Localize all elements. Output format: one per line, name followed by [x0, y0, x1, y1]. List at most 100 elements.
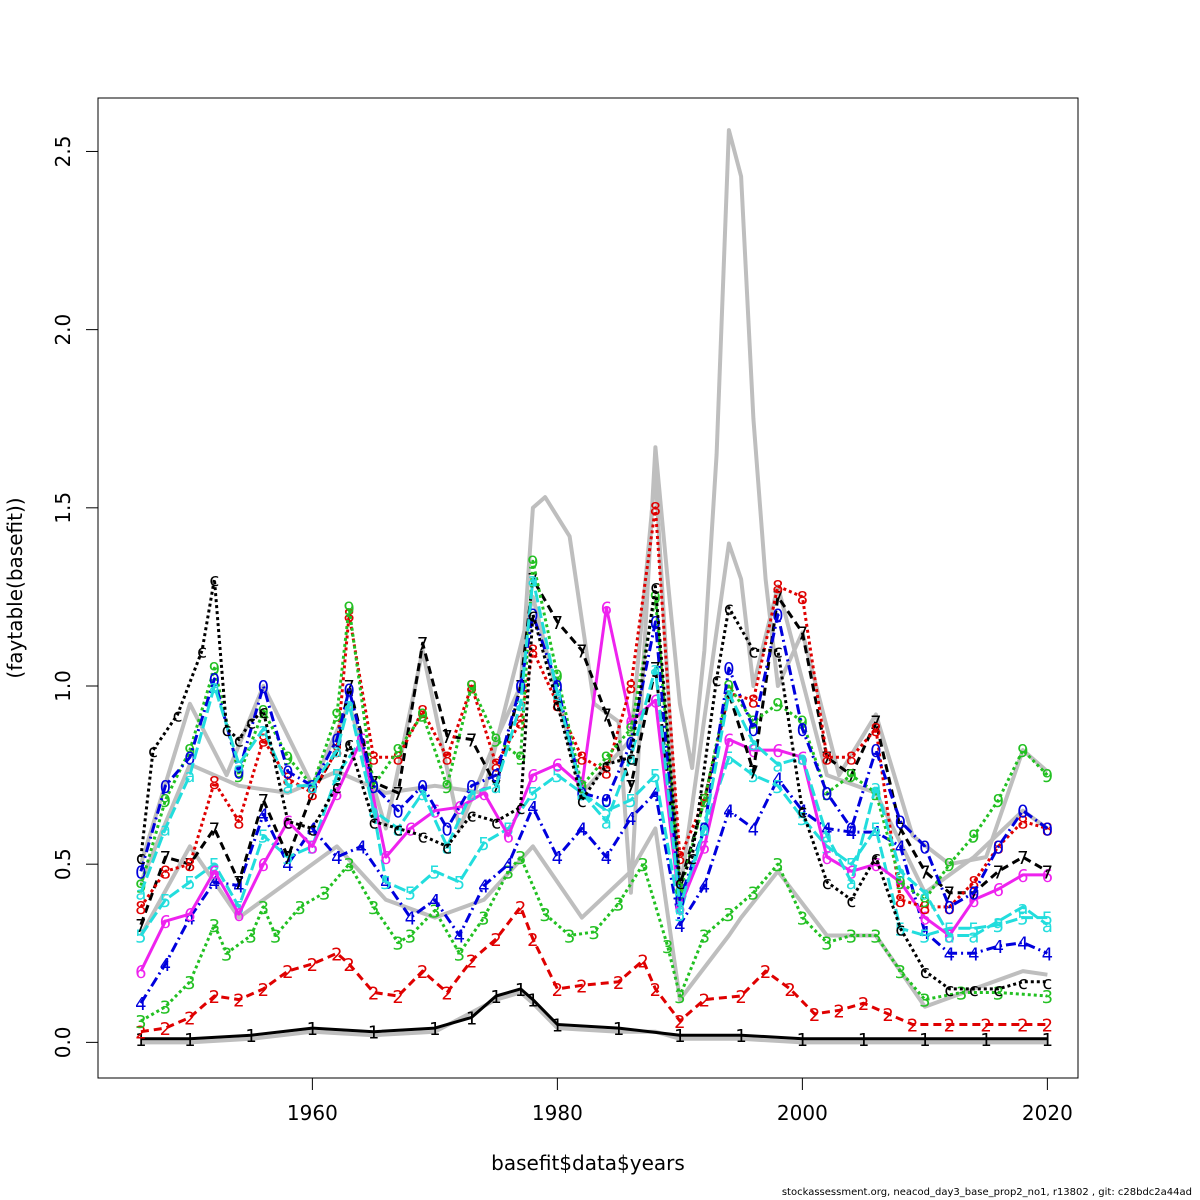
point-label: 3	[723, 905, 734, 926]
point-label: 2	[307, 955, 318, 976]
point-label: c	[369, 812, 379, 833]
x-tick-label: 1980	[532, 1101, 583, 1125]
point-label: 9	[392, 741, 403, 762]
point-label: 6	[968, 891, 979, 912]
y-tick-label: 0.0	[51, 1026, 75, 1058]
point-label: 8	[699, 791, 710, 812]
point-label: 2	[699, 991, 710, 1012]
point-label: 3	[956, 983, 967, 1004]
point-label: a	[797, 748, 808, 769]
point-label: 6	[527, 766, 538, 787]
point-label: 8	[515, 713, 526, 734]
point-label: 3	[895, 962, 906, 983]
point-label: 8	[821, 748, 832, 769]
point-label: 4	[968, 944, 979, 965]
point-label: 2	[833, 1001, 844, 1022]
point-label: 3	[368, 898, 379, 919]
point-label: 9	[870, 784, 881, 805]
point-label: 2	[258, 980, 269, 1001]
point-label: 0	[625, 734, 636, 755]
point-label: 1	[552, 1016, 563, 1037]
point-label: 8	[601, 763, 612, 784]
point-label: 9	[748, 713, 759, 734]
point-label: 6	[821, 848, 832, 869]
point-label: 0	[919, 837, 930, 858]
point-label: c	[822, 873, 832, 894]
point-label: 1	[919, 1030, 930, 1051]
point-label: 2	[637, 951, 648, 972]
point-label: 2	[209, 987, 220, 1008]
point-label: a	[821, 827, 832, 848]
point-label: 2	[576, 976, 587, 997]
point-label: 7	[601, 706, 612, 727]
point-label: 5	[380, 873, 391, 894]
point-label: 8	[968, 873, 979, 894]
point-label: 0	[441, 820, 452, 841]
point-label: 5	[870, 820, 881, 841]
point-label: 6	[601, 599, 612, 620]
point-label: 5	[797, 809, 808, 830]
point-label: 8	[625, 677, 636, 698]
point-label: 0	[1042, 820, 1053, 841]
point-label: 7	[135, 916, 146, 937]
point-label: 8	[527, 641, 538, 662]
point-label: 5	[209, 855, 220, 876]
point-label: 9	[209, 659, 220, 680]
point-label: 5	[454, 873, 465, 894]
point-label: a	[368, 802, 379, 823]
point-label: 6	[478, 784, 489, 805]
point-label: 8	[895, 891, 906, 912]
series-line	[140, 987, 1048, 1041]
point-label: 3	[674, 987, 685, 1008]
point-label: c	[234, 730, 244, 751]
point-label: 1	[368, 1023, 379, 1044]
point-label: 4	[209, 873, 220, 894]
point-label: 4	[552, 848, 563, 869]
point-label: c	[307, 820, 317, 841]
point-label: a	[895, 862, 906, 883]
point-label: 4	[135, 994, 146, 1015]
point-label: 1	[858, 1030, 869, 1051]
point-label: 3	[258, 898, 269, 919]
point-label: 9	[331, 706, 342, 727]
point-label: 0	[515, 677, 526, 698]
point-label: 5	[625, 791, 636, 812]
point-label: a	[466, 784, 477, 805]
point-label: a	[919, 884, 930, 905]
point-label: 7	[919, 862, 930, 883]
point-label: 0	[1017, 802, 1028, 823]
x-axis-title: basefit$data$years	[491, 1151, 685, 1175]
point-label: 0	[968, 884, 979, 905]
point-label: 1	[307, 1019, 318, 1040]
point-label: 9	[490, 730, 501, 751]
point-label: 2	[282, 962, 293, 983]
point-label: 2	[907, 1016, 918, 1037]
point-label: 9	[160, 791, 171, 812]
point-label: 6	[233, 905, 244, 926]
point-label: 0	[258, 677, 269, 698]
point-label: 3	[343, 855, 354, 876]
point-label: 3	[429, 902, 440, 923]
point-label: c	[993, 980, 1003, 1001]
point-label: 8	[258, 730, 269, 751]
point-label: 4	[797, 802, 808, 823]
y-tick-label: 1.5	[51, 492, 75, 524]
point-label: 5	[650, 766, 661, 787]
point-label: 0	[650, 613, 661, 634]
point-label: 6	[993, 880, 1004, 901]
x-tick-label: 1960	[287, 1101, 338, 1125]
point-label: c	[173, 706, 183, 727]
point-label: 5	[944, 919, 955, 940]
point-label: c	[418, 827, 428, 848]
point-label: 6	[870, 855, 881, 876]
point-label: a	[1017, 898, 1028, 919]
point-label: 7	[993, 862, 1004, 883]
point-label: 5	[821, 837, 832, 858]
point-label: a	[723, 684, 734, 705]
point-label: 1	[980, 1030, 991, 1051]
series-line	[139, 577, 1049, 926]
point-label: 3	[405, 926, 416, 947]
point-label: 7	[699, 791, 710, 812]
